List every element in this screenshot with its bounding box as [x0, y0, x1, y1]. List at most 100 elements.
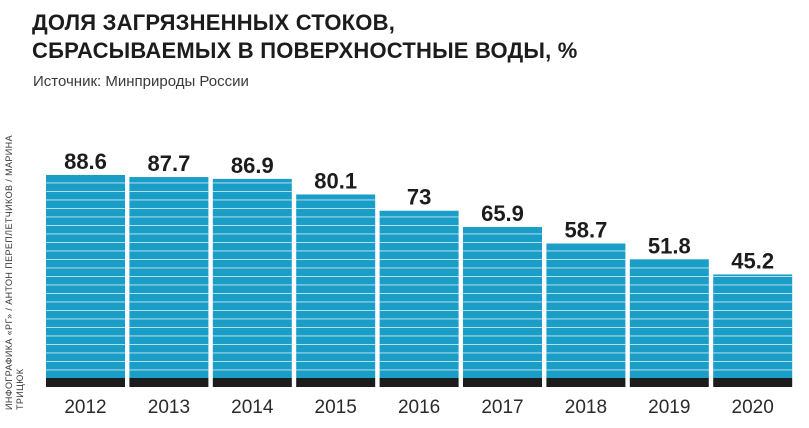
bar-stripe — [463, 276, 542, 277]
bar-stripe — [46, 199, 125, 201]
bar-base — [129, 378, 209, 387]
chart-source: Источник: Минприроды России — [33, 73, 249, 90]
bar-stripe — [546, 293, 626, 294]
bar-stripe — [546, 284, 626, 286]
bar-stripe — [629, 318, 709, 320]
bar-stripe — [129, 233, 209, 235]
bar-stripe — [546, 369, 626, 371]
bar-stripe — [713, 335, 793, 337]
bar-stripe — [463, 361, 542, 362]
bar-base — [379, 378, 459, 387]
bar-stripe — [212, 242, 292, 243]
bar-stripe — [212, 335, 292, 337]
value-label: 73 — [407, 185, 431, 210]
bar-stripe — [129, 301, 209, 303]
bar-stripe — [296, 310, 376, 311]
bar-stripe — [46, 242, 125, 243]
bar-stripe — [379, 361, 459, 362]
bar-2013 — [129, 177, 209, 378]
bar-stripe — [629, 310, 709, 311]
bar-stripe — [379, 233, 459, 235]
bar-stripe — [212, 293, 292, 294]
bar-stripe — [212, 225, 292, 226]
bar-stripe — [713, 361, 793, 362]
value-label: 51.8 — [648, 233, 691, 258]
bar-stripe — [296, 335, 376, 337]
x-tick-label: 2015 — [315, 397, 357, 418]
bar-stripe — [546, 352, 626, 354]
bar-stripe — [46, 208, 125, 209]
bar-stripe — [212, 301, 292, 303]
bar-stripe — [629, 352, 709, 354]
bar-stripe — [379, 352, 459, 354]
bar-stripe — [212, 199, 292, 201]
x-tick-label: 2017 — [481, 397, 523, 418]
bar-base — [296, 378, 376, 387]
bar-2015 — [296, 194, 376, 378]
bar-stripe — [296, 361, 376, 362]
x-tick-label: 2019 — [648, 397, 690, 418]
bar-stripe — [629, 293, 709, 294]
bar-stripe — [46, 191, 125, 192]
bar-stripe — [546, 301, 626, 303]
bar-stripe — [463, 259, 542, 260]
bar-base — [713, 378, 793, 387]
bar-stripe — [296, 259, 376, 260]
bar-stripe — [212, 276, 292, 277]
bar-stripe — [212, 216, 292, 218]
bar-stripe — [212, 284, 292, 286]
bar-stripe — [129, 344, 209, 345]
bar-stripe — [379, 225, 459, 226]
bar-stripe — [546, 361, 626, 362]
bar-stripe — [129, 361, 209, 362]
bar-stripe — [713, 344, 793, 345]
bar-stripe — [463, 293, 542, 294]
chart-title-line-2: СБРАСЫВАЕМЫХ В ПОВЕРХНОСТНЫЕ ВОДЫ, % — [32, 38, 578, 63]
bar-stripe — [463, 284, 542, 286]
bar-stripe — [379, 293, 459, 294]
bar-stripe — [212, 191, 292, 192]
bar-stripe — [129, 327, 209, 328]
bar-stripe — [212, 318, 292, 320]
bar-stripe — [296, 276, 376, 277]
x-tick-label: 2014 — [231, 397, 274, 418]
bar-stripe — [129, 259, 209, 260]
value-label: 80.1 — [314, 168, 357, 193]
bar-stripe — [546, 335, 626, 337]
bar-stripe — [46, 225, 125, 226]
bar-stripe — [129, 267, 209, 269]
bar-stripe — [629, 361, 709, 362]
bar-base — [629, 378, 709, 387]
bar-stripe — [296, 208, 376, 209]
bar-stripe — [212, 259, 292, 260]
bar-stripe — [296, 369, 376, 371]
bar-base — [212, 378, 292, 387]
bar-stripe — [212, 310, 292, 311]
bar-stripe — [713, 284, 793, 286]
bar-stripe — [212, 208, 292, 209]
bar-stripe — [379, 318, 459, 320]
value-label: 45.2 — [731, 248, 774, 273]
bar-stripe — [46, 327, 125, 328]
bar-stripe — [129, 250, 209, 252]
bar-stripe — [629, 335, 709, 337]
bar-stripe — [546, 276, 626, 277]
bar-stripe — [713, 318, 793, 320]
bar-stripe — [629, 276, 709, 277]
bar-stripe — [713, 352, 793, 354]
bar-base — [46, 378, 125, 387]
bar-stripe — [212, 369, 292, 371]
bar-stripe — [46, 352, 125, 354]
bar-stripe — [129, 182, 209, 184]
bar-stripe — [296, 242, 376, 243]
bar-stripe — [46, 293, 125, 294]
bar-stripe — [629, 327, 709, 328]
bar-stripe — [713, 293, 793, 294]
bar-stripe — [546, 310, 626, 311]
bar-stripe — [629, 267, 709, 269]
bar-stripe — [296, 233, 376, 235]
bar-2017 — [463, 227, 542, 378]
bar-stripe — [379, 216, 459, 218]
bar-stripe — [463, 301, 542, 303]
